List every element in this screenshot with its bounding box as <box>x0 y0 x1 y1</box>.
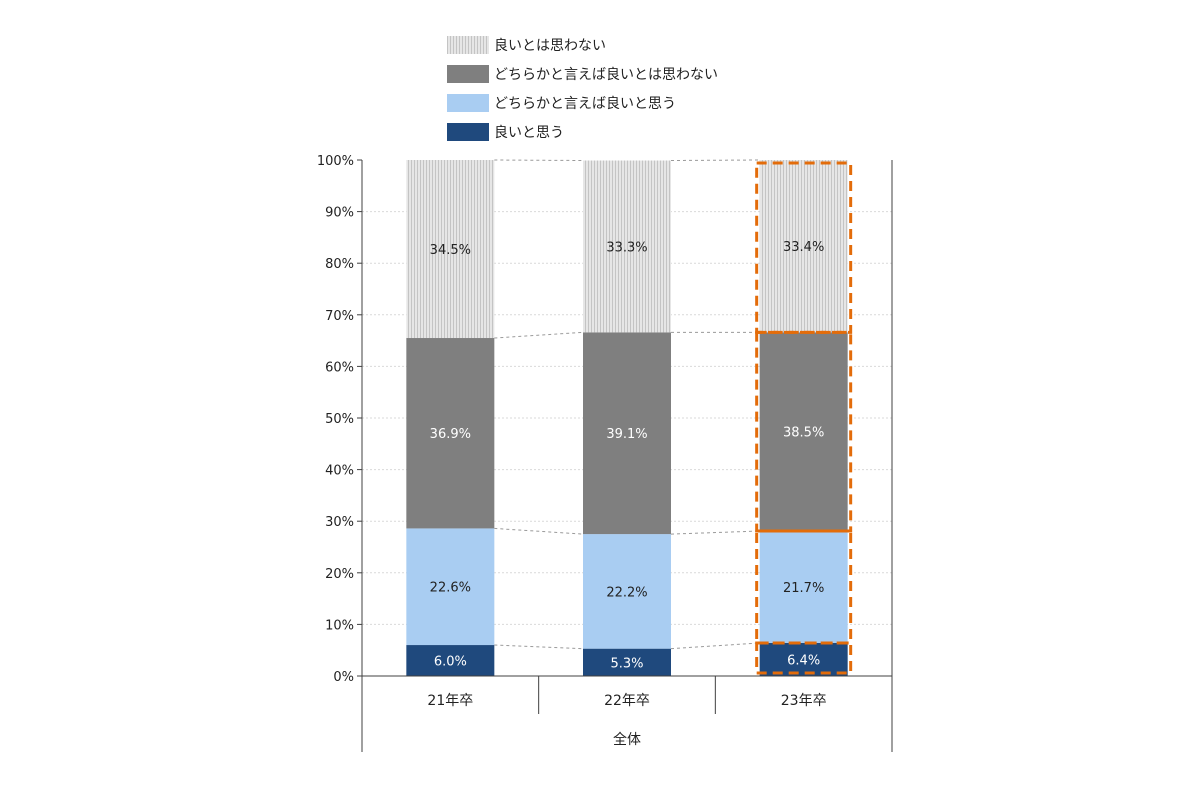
bars <box>406 160 848 676</box>
connector-line <box>494 527 584 535</box>
connector-line <box>670 159 760 162</box>
bar-23-series-3 <box>759 332 848 532</box>
data-label: 5.3% <box>610 656 643 671</box>
bar-21-series-4 <box>406 160 495 339</box>
legend-label: どちらかと言えば良いとは思わない <box>494 67 718 83</box>
y-tick-label: 0% <box>333 670 354 685</box>
legend-item-1: 良いとは思わない <box>447 36 606 54</box>
highlight-frame-series-1 <box>755 641 853 675</box>
y-tick-label: 90% <box>325 206 354 221</box>
bar-23-series-4 <box>759 160 848 333</box>
legend-item-4: 良いと思う <box>447 123 564 141</box>
data-label: 39.1% <box>606 427 647 442</box>
y-tick-label: 50% <box>325 412 354 427</box>
legend-label: どちらかと言えば良いと思う <box>494 96 676 112</box>
y-tick-label: 30% <box>325 515 354 530</box>
bar-21-series-1 <box>406 645 495 676</box>
data-label: 38.5% <box>783 426 824 441</box>
data-label: 22.2% <box>606 585 647 600</box>
connector-line <box>494 159 584 162</box>
data-labels: 6.0% 22.6% 36.9% 34.5% 5.3% 22.2% 39.1% 33.3% 6.… <box>430 240 825 671</box>
bar-21-series-3 <box>406 338 495 529</box>
x-tick-label: 22年卒 <box>604 693 650 709</box>
legend-swatch <box>447 65 489 83</box>
bar-23-series-1 <box>759 642 848 676</box>
highlight-frame-series-3 <box>755 330 853 533</box>
bar-22-series-1 <box>583 648 671 676</box>
data-label: 33.4% <box>783 240 824 255</box>
x-group-label: 全体 <box>613 731 641 748</box>
y-tick-label: 10% <box>325 618 354 633</box>
bar-22-series-3 <box>583 332 671 535</box>
y-tick-label: 80% <box>325 257 354 272</box>
connector-line <box>494 644 584 650</box>
y-tick-label: 100% <box>317 154 354 169</box>
data-label: 33.3% <box>606 240 647 255</box>
data-label: 6.0% <box>434 655 467 670</box>
bar-23-series-2 <box>759 531 848 643</box>
legend-item-3: どちらかと言えば良いと思う <box>447 94 676 112</box>
connector-line <box>494 331 584 339</box>
axes: 0% 10% 20% 30% 40% 50% 60% 70% 80% 90% 100% 21年卒 22年… <box>317 154 893 752</box>
bar-22-series-2 <box>583 534 671 649</box>
legend-swatch <box>447 36 489 54</box>
connector-line <box>670 530 760 535</box>
highlight-frame-series-4 <box>755 161 853 334</box>
x-tick-label: 21年卒 <box>427 693 473 709</box>
y-tick-label: 60% <box>325 360 354 375</box>
legend-label: 良いと思う <box>494 125 564 141</box>
bar-22-series-4 <box>583 160 671 333</box>
x-tick-label: 23年卒 <box>781 693 827 709</box>
highlight-frame-series-2 <box>755 529 853 645</box>
connector-line <box>670 642 760 650</box>
legend-label: 良いとは思わない <box>494 38 606 54</box>
y-tick-label: 40% <box>325 464 354 479</box>
series-connector-lines <box>494 159 760 650</box>
data-label: 21.7% <box>783 581 824 596</box>
y-tick-label: 20% <box>325 567 354 582</box>
legend-swatch <box>447 123 489 141</box>
highlight-frame <box>755 161 853 675</box>
legend-swatch <box>447 94 489 112</box>
legend-item-2: どちらかと言えば良いとは思わない <box>447 65 718 83</box>
data-label: 34.5% <box>430 243 471 258</box>
data-label: 6.4% <box>787 653 820 668</box>
legend: 良いとは思わないどちらかと言えば良いとは思わないどちらかと言えば良いと思う良いと… <box>447 36 718 141</box>
y-tick-label: 70% <box>325 309 354 324</box>
data-label: 22.6% <box>430 581 471 596</box>
data-label: 36.9% <box>430 427 471 442</box>
bar-21-series-2 <box>406 528 495 646</box>
